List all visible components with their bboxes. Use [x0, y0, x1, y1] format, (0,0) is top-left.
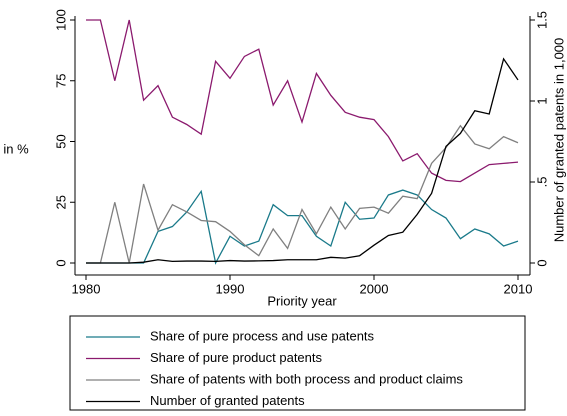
y-tick-label: 50: [53, 134, 68, 148]
x-tick-label: 1990: [216, 281, 245, 296]
y2-tick-label: 0: [534, 259, 549, 266]
x-tick-label: 1980: [72, 281, 101, 296]
y2-tick-label: .5: [534, 177, 549, 188]
legend-label: Share of pure process and use patents: [150, 328, 375, 343]
y2-tick-label: 1.5: [534, 11, 549, 29]
y2-tick-label: 1: [534, 97, 549, 104]
series-line: [86, 189, 519, 265]
y-tick-label: 100: [53, 9, 68, 31]
legend-box: [69, 315, 526, 411]
y2-axis-label: Number of granted patents in 1,000: [551, 38, 566, 243]
legend-label: Share of patents with both process and p…: [150, 371, 463, 386]
x-tick-label: 2000: [360, 281, 389, 296]
series-line: [86, 19, 519, 183]
series-line: [86, 57, 519, 264]
y-tick-label: 25: [53, 195, 68, 209]
x-tick-label: 2010: [504, 281, 533, 296]
legend-label: Share of pure product patents: [150, 350, 323, 365]
legend-label: Number of granted patents: [150, 393, 305, 408]
y-tick-label: 0: [53, 259, 68, 266]
series-line: [86, 124, 519, 264]
y-axis-label: in %: [3, 141, 29, 156]
x-axis-label: Priority year: [267, 293, 337, 308]
y-tick-label: 75: [53, 74, 68, 88]
